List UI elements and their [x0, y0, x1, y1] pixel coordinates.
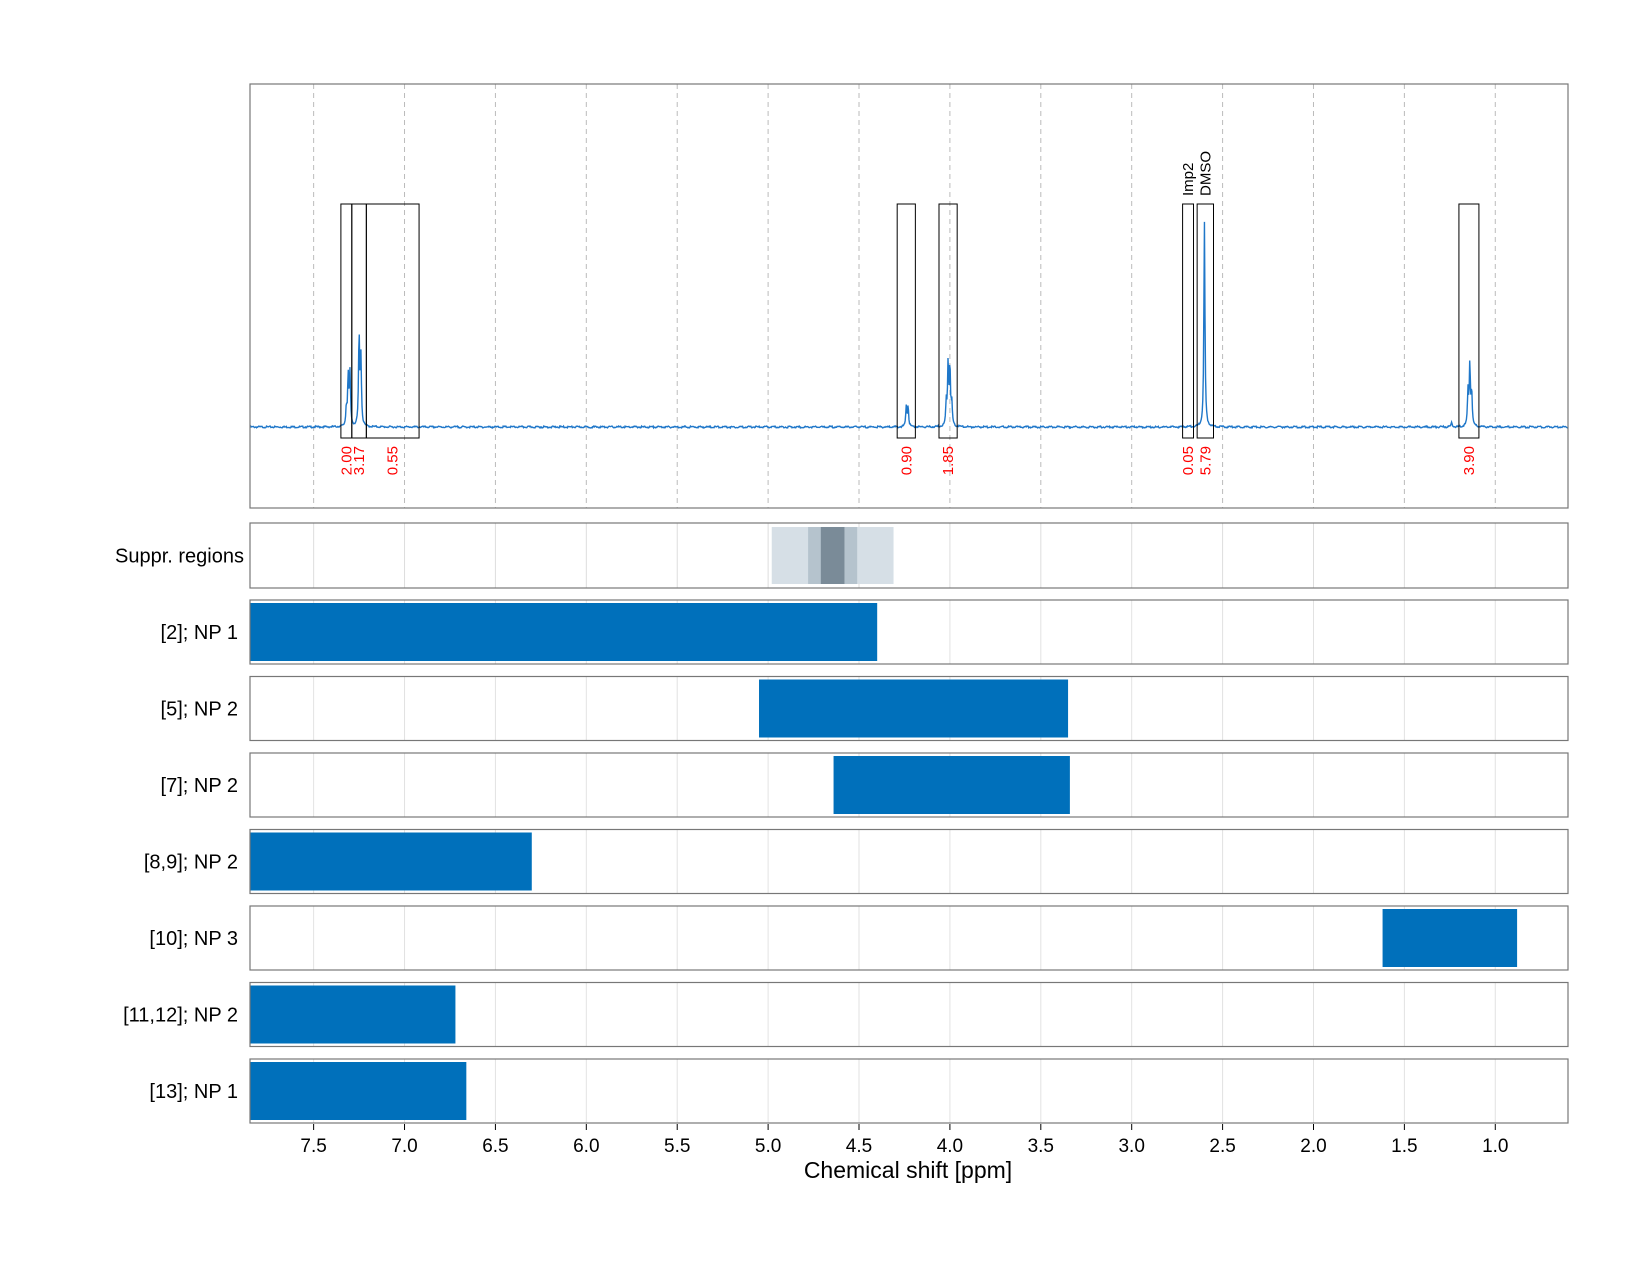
- range-row: [11,12]; NP 2: [123, 981, 1569, 1048]
- range-bar: [250, 832, 532, 891]
- x-tick-label: 3.0: [1118, 1136, 1144, 1157]
- suppressed-regions-panel: Suppr. regions: [115, 522, 1569, 589]
- x-tick-label: 4.0: [937, 1136, 963, 1157]
- integral-label: 1.85: [940, 446, 957, 475]
- spectrum-frame: [249, 83, 1569, 509]
- suppr-regions-label: Suppr. regions: [115, 546, 244, 568]
- x-tick-label: 6.0: [573, 1136, 599, 1157]
- range-row: [2]; NP 1: [161, 599, 1569, 665]
- suppr-frame: [249, 522, 1569, 589]
- row-frame: [249, 1058, 1569, 1124]
- x-tick-label: 2.0: [1300, 1136, 1326, 1157]
- integration-box: [896, 203, 916, 439]
- x-tick-label: 5.0: [755, 1136, 781, 1157]
- row-label: [2]; NP 1: [161, 622, 238, 644]
- row-label: [13]; NP 1: [149, 1081, 238, 1103]
- row-label: [10]; NP 3: [149, 928, 238, 950]
- integration-box: [938, 203, 958, 439]
- range-bar: [250, 985, 456, 1044]
- x-tick-label: 5.5: [664, 1136, 690, 1157]
- integral-label: 3.90: [1461, 446, 1478, 475]
- row-label: [11,12]; NP 2: [123, 1005, 238, 1027]
- range-row: [13]; NP 1: [149, 1058, 1569, 1124]
- row-frame: [249, 981, 1569, 1048]
- row-label: [5]; NP 2: [161, 699, 238, 721]
- x-tick-label: 4.5: [846, 1136, 872, 1157]
- x-tick-label: 1.5: [1391, 1136, 1417, 1157]
- x-tick-label: 7.5: [300, 1136, 326, 1157]
- integral-label: 3.17: [351, 446, 368, 475]
- range-row: [5]; NP 2: [161, 675, 1569, 742]
- integration-box: [1196, 203, 1215, 439]
- row-frame: [249, 905, 1569, 971]
- range-bar: [250, 1062, 467, 1120]
- row-frame: [249, 752, 1569, 818]
- integral-label: 0.55: [385, 446, 402, 475]
- integration-box: [1182, 203, 1195, 439]
- range-row: [7]; NP 2: [161, 752, 1569, 818]
- integral-label: 5.79: [1197, 446, 1214, 475]
- x-tick-label: 6.5: [482, 1136, 508, 1157]
- range-bar: [833, 756, 1070, 814]
- range-row: [10]; NP 3: [149, 905, 1569, 971]
- integration-box: [365, 203, 420, 439]
- spectrum-line: [249, 221, 1569, 430]
- row-frame: [249, 599, 1569, 665]
- integral-label: 0.90: [898, 446, 915, 475]
- integration-box: [351, 203, 367, 439]
- x-axis-label: Chemical shift [ppm]: [804, 1157, 1012, 1183]
- integration-box: [1458, 203, 1480, 439]
- row-frame: [249, 828, 1569, 895]
- x-tick-label: 1.0: [1482, 1136, 1508, 1157]
- x-tick-label: 2.5: [1209, 1136, 1235, 1157]
- range-bar: [1382, 909, 1518, 967]
- range-row: [8,9]; NP 2: [144, 828, 1569, 895]
- row-frame: [249, 675, 1569, 742]
- spectrum-panel: 2.003.17 0.55 0.90 1.85 0.05 Imp2 5.79 DMSO 3.90: [249, 83, 1569, 509]
- row-label: [8,9]; NP 2: [144, 852, 238, 874]
- region-label: DMSO: [1197, 151, 1214, 196]
- x-axis: 7.5 7.0 6.5 6.0 5.5 5.0 4.5 4.0 3.5 3.0 2.5 2.0 1.5 1…: [300, 1124, 1508, 1157]
- row-label: [7]; NP 2: [161, 775, 238, 797]
- range-rows-panel: [2]; NP 1 [5]; NP 2 [7]; NP 2 [8,9]; NP 2 [1…: [123, 599, 1569, 1124]
- x-tick-label: 3.5: [1028, 1136, 1054, 1157]
- suppressed-region: [820, 527, 845, 584]
- x-tick-label: 7.0: [391, 1136, 417, 1157]
- region-label: Imp2: [1180, 163, 1197, 196]
- integral-label: 0.05: [1180, 446, 1197, 475]
- integral-label: 2.00: [338, 446, 355, 475]
- range-bar: [759, 679, 1069, 738]
- range-bar: [250, 603, 878, 661]
